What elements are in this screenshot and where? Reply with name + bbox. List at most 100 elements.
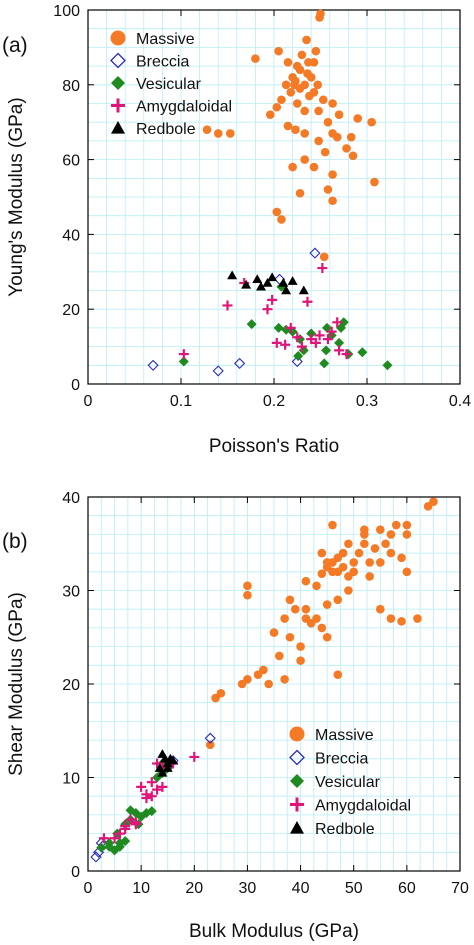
point-massive xyxy=(322,600,332,609)
point-massive xyxy=(375,558,385,567)
legend: Massive Breccia Vesicular Amygdaloidal Redbo… xyxy=(110,30,232,138)
point-massive xyxy=(317,569,327,578)
x-tick-label: 10 xyxy=(132,880,150,897)
point-breccia xyxy=(147,359,159,371)
point-massive xyxy=(402,567,412,577)
x-tick-label: 60 xyxy=(398,880,416,897)
point-massive xyxy=(277,95,286,105)
point-massive xyxy=(243,590,252,600)
point-massive xyxy=(277,215,286,224)
legend-marker-vesicular xyxy=(111,76,125,90)
x-tick-label: 0 xyxy=(84,393,93,410)
point-massive xyxy=(332,132,342,142)
point-massive xyxy=(202,125,212,134)
point-amygdaloidal xyxy=(271,337,282,348)
point-massive xyxy=(365,572,374,581)
y-tick-label: 40 xyxy=(62,227,80,244)
point-vesicular xyxy=(96,842,107,853)
point-redbole xyxy=(252,274,263,284)
point-massive xyxy=(370,177,379,187)
point-amygdaloidal xyxy=(334,345,345,356)
point-vesicular xyxy=(322,322,333,333)
point-amygdaloidal xyxy=(310,337,321,348)
point-redbole xyxy=(287,276,298,285)
y-tick-label: 0 xyxy=(71,864,80,881)
x-axis-label: Poisson's Ratio xyxy=(209,436,339,457)
point-massive xyxy=(301,576,311,586)
point-amygdaloidal xyxy=(189,751,200,762)
point-amygdaloidal xyxy=(141,793,152,804)
series-vesicular xyxy=(178,281,393,371)
point-massive xyxy=(328,196,337,206)
point-massive xyxy=(314,136,323,146)
point-amygdaloidal xyxy=(280,339,291,350)
point-vesicular xyxy=(146,806,157,817)
point-massive xyxy=(344,586,353,595)
point-massive xyxy=(285,632,295,642)
point-vesicular xyxy=(293,350,304,361)
point-massive xyxy=(213,129,223,138)
point-vesicular xyxy=(319,358,330,369)
point-vesicular xyxy=(321,345,332,356)
point-massive xyxy=(265,110,275,120)
legend-label-amygdaloidal: Amygdaloidal xyxy=(136,99,232,116)
series-redbole xyxy=(154,749,179,777)
point-massive xyxy=(328,520,337,530)
point-massive xyxy=(316,9,325,19)
point-massive xyxy=(344,539,353,549)
point-massive xyxy=(386,614,396,623)
point-amygdaloidal xyxy=(157,781,168,792)
point-amygdaloidal xyxy=(296,341,307,352)
point-massive xyxy=(333,595,343,605)
point-massive xyxy=(306,618,316,628)
point-massive xyxy=(402,520,412,530)
point-breccia xyxy=(90,851,102,863)
point-massive xyxy=(391,520,401,530)
point-massive xyxy=(319,252,329,262)
point-massive xyxy=(323,185,333,194)
point-massive xyxy=(272,102,282,112)
panel-label: (a) xyxy=(2,34,28,57)
point-massive xyxy=(346,132,356,142)
point-massive xyxy=(291,125,300,134)
point-amygdaloidal xyxy=(152,758,163,769)
point-massive xyxy=(360,525,369,535)
point-massive xyxy=(281,80,291,90)
point-massive xyxy=(386,530,396,539)
legend-marker-massive xyxy=(289,726,305,742)
point-massive xyxy=(305,91,314,101)
point-massive xyxy=(253,670,263,679)
x-tick-label: 20 xyxy=(185,880,203,897)
y-tick-label: 100 xyxy=(53,3,80,20)
point-massive xyxy=(338,548,348,558)
point-redbole xyxy=(168,755,179,765)
point-massive xyxy=(302,35,311,45)
point-massive xyxy=(296,656,305,665)
point-redbole xyxy=(262,278,273,287)
point-vesicular xyxy=(136,811,147,822)
point-massive xyxy=(283,121,293,131)
point-massive xyxy=(334,110,344,120)
point-amygdaloidal xyxy=(152,784,163,795)
point-redbole xyxy=(298,285,309,295)
point-redbole xyxy=(281,285,292,295)
point-vesicular xyxy=(382,360,393,371)
legend-marker-vesicular xyxy=(290,774,304,788)
legend-marker-massive xyxy=(110,30,126,46)
point-massive xyxy=(402,530,412,539)
y-tick-label: 0 xyxy=(71,377,80,394)
point-amygdaloidal xyxy=(302,296,313,307)
point-massive xyxy=(295,188,305,198)
point-redbole xyxy=(241,279,252,289)
point-massive xyxy=(288,162,297,172)
point-vesicular xyxy=(120,836,131,847)
point-vesicular xyxy=(246,319,257,330)
point-massive xyxy=(296,642,305,651)
point-massive xyxy=(317,623,327,633)
series-redbole xyxy=(227,270,309,295)
x-tick-label: 70 xyxy=(451,880,469,897)
y-tick-label: 80 xyxy=(62,78,80,95)
point-massive xyxy=(367,117,376,127)
point-massive xyxy=(300,129,309,138)
